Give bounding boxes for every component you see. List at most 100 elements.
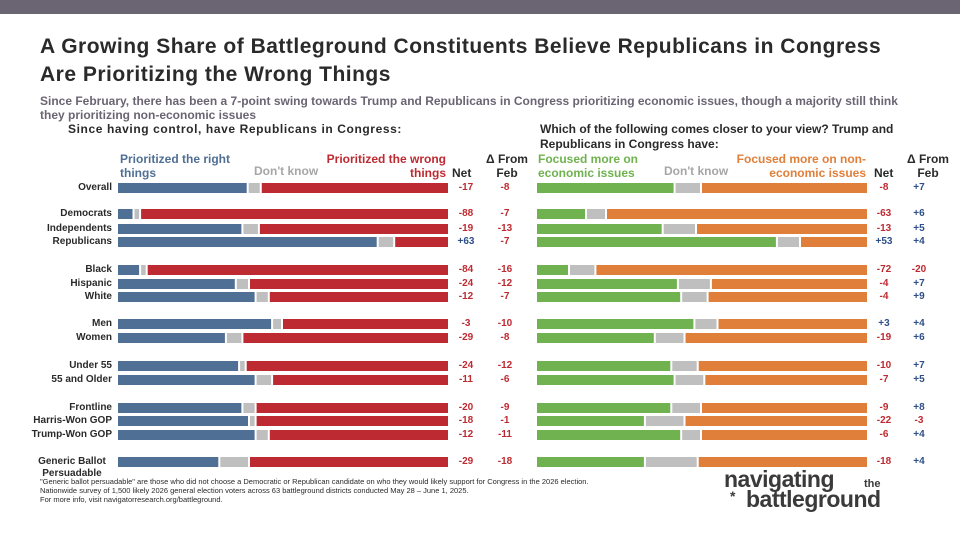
left-bar-b-9 — [246, 361, 448, 371]
right-bar-b-0 — [702, 183, 867, 193]
right-bar-dk-10 — [675, 375, 704, 385]
left-bar-a-6 — [118, 292, 255, 302]
left-delta-10: -6 — [500, 374, 510, 385]
right-bar-dk-0 — [675, 183, 700, 193]
left-delta-2: -13 — [497, 223, 513, 234]
left-bar-dk-9 — [240, 361, 245, 371]
left-net-12: -18 — [458, 415, 474, 426]
right-bar-dk-13 — [682, 430, 700, 440]
left-bar-dk-0 — [248, 183, 260, 193]
left-bar-b-6 — [269, 292, 448, 302]
right-bar-a-1 — [537, 209, 585, 219]
left-bar-b-13 — [269, 430, 448, 440]
left-net-14: -29 — [458, 456, 474, 467]
right-bar-dk-6 — [682, 292, 707, 302]
left-header-delta: Δ From Feb — [486, 152, 528, 180]
row-label-overall: Overall — [78, 182, 112, 193]
left-bar-dk-12 — [250, 416, 255, 426]
left-delta-8: -8 — [500, 332, 510, 343]
left-bar-a-11 — [118, 403, 242, 413]
left-net-8: -29 — [458, 332, 474, 343]
right-net-4: -72 — [876, 264, 892, 275]
right-bar-dk-4 — [570, 265, 595, 275]
right-net-5: -4 — [879, 278, 889, 289]
left-bar-dk-10 — [256, 375, 272, 385]
right-bar-b-9 — [698, 361, 867, 371]
left-net-6: -12 — [458, 291, 474, 302]
left-bar-b-3 — [395, 237, 448, 247]
right-bar-b-8 — [685, 333, 867, 343]
left-net-7: -3 — [461, 318, 471, 329]
row-label-republicans: Republicans — [52, 236, 112, 247]
footnote-line-3: For more info, visit navigatorresearch.o… — [40, 495, 223, 504]
row-label-white: White — [84, 291, 112, 302]
right-bar-dk-12 — [645, 416, 684, 426]
right-net-7: +3 — [878, 318, 890, 329]
left-bar-a-8 — [118, 333, 225, 343]
right-net-8: -19 — [876, 332, 892, 343]
left-delta-3: -7 — [500, 236, 510, 247]
left-header-wrong-things: Prioritized the wrong things — [326, 152, 446, 180]
left-bar-b-11 — [256, 403, 448, 413]
left-net-11: -20 — [458, 402, 474, 413]
left-bar-dk-11 — [243, 403, 255, 413]
left-bar-b-5 — [250, 279, 448, 289]
right-bar-a-11 — [537, 403, 671, 413]
left-header-dont-know: Don't know — [254, 164, 319, 178]
right-bar-b-12 — [685, 416, 867, 426]
right-net-11: -9 — [879, 402, 889, 413]
right-bar-dk-5 — [678, 279, 710, 289]
right-net-10: -7 — [879, 374, 889, 385]
left-bar-a-1 — [118, 209, 133, 219]
logo-star-icon: * — [730, 488, 736, 504]
left-bar-a-10 — [118, 375, 255, 385]
right-bar-a-3 — [537, 237, 776, 247]
right-bar-dk-7 — [695, 319, 717, 329]
left-net-10: -11 — [459, 374, 473, 385]
left-bar-dk-8 — [226, 333, 242, 343]
row-label-trump-won-gop: Trump-Won GOP — [31, 429, 112, 440]
right-delta-4: -20 — [911, 264, 927, 275]
top-accent-bar — [0, 0, 960, 14]
left-bar-dk-4 — [141, 265, 146, 275]
right-bar-dk-11 — [672, 403, 700, 413]
logo-text-battleground: battleground — [746, 486, 881, 512]
right-delta-10: +5 — [913, 374, 925, 385]
left-bar-b-14 — [250, 457, 448, 467]
left-header-right-things: Prioritized the right things — [120, 152, 231, 180]
page-title: A Growing Share of Battleground Constitu… — [40, 35, 882, 86]
left-delta-11: -9 — [500, 402, 510, 413]
left-bar-a-3 — [118, 237, 377, 247]
left-bar-b-0 — [261, 183, 448, 193]
left-net-0: -17 — [458, 182, 474, 193]
left-net-4: -84 — [458, 264, 474, 275]
left-bar-b-7 — [283, 319, 448, 329]
right-bar-b-6 — [708, 292, 867, 302]
row-label-black: Black — [85, 264, 112, 275]
right-net-6: -4 — [879, 291, 889, 302]
right-delta-14: +4 — [913, 456, 925, 467]
left-delta-0: -8 — [500, 182, 510, 193]
right-delta-2: +5 — [913, 223, 925, 234]
left-bar-a-4 — [118, 265, 140, 275]
right-bar-a-8 — [537, 333, 654, 343]
right-bar-dk-9 — [672, 361, 697, 371]
right-header-dont-know: Don't know — [664, 164, 729, 178]
right-bar-dk-14 — [645, 457, 697, 467]
right-bar-a-2 — [537, 224, 662, 234]
row-label-frontline: Frontline — [69, 402, 112, 413]
right-bar-b-14 — [698, 457, 867, 467]
footnote: "Generic ballot persuadable" are those w… — [40, 477, 600, 504]
left-bar-dk-1 — [134, 209, 140, 219]
row-label-generic-ballot-persuadable: Generic Ballot Persuadable — [38, 456, 106, 479]
left-header-net: Net — [452, 166, 472, 180]
left-bar-b-1 — [141, 209, 448, 219]
left-bar-dk-5 — [236, 279, 248, 289]
left-bar-b-12 — [256, 416, 448, 426]
row-label-55-and-older: 55 and Older — [51, 374, 112, 385]
right-header-net: Net — [874, 166, 894, 180]
right-delta-12: -3 — [914, 415, 924, 426]
right-bar-b-5 — [711, 279, 867, 289]
left-bar-a-5 — [118, 279, 235, 289]
left-bar-a-9 — [118, 361, 239, 371]
